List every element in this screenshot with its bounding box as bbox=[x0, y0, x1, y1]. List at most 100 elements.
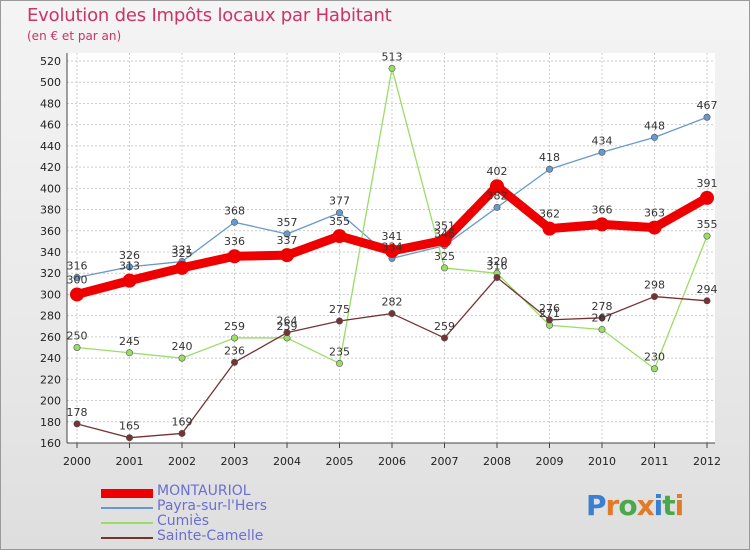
data-label-cumi-s: 235 bbox=[329, 345, 350, 358]
data-label-cumi-s: 320 bbox=[487, 255, 508, 268]
y-tick-label: 400 bbox=[40, 182, 61, 195]
data-label-cumi-s: 267 bbox=[592, 311, 613, 324]
data-point-montauriol bbox=[385, 243, 399, 258]
x-tick-label: 2011 bbox=[641, 455, 669, 468]
y-tick-label: 160 bbox=[40, 437, 61, 450]
y-tick-label: 200 bbox=[40, 395, 61, 408]
data-label-sainte-camelle: 275 bbox=[329, 303, 350, 316]
legend-swatch bbox=[101, 522, 153, 524]
y-tick-label: 220 bbox=[40, 373, 61, 386]
data-point-cumi-s bbox=[335, 359, 343, 367]
data-point-cumi-s bbox=[126, 349, 134, 357]
legend-swatch bbox=[101, 507, 153, 509]
legend-label: Cumiès bbox=[157, 513, 210, 529]
data-label-montauriol: 355 bbox=[329, 215, 350, 228]
data-label-montauriol: 351 bbox=[434, 219, 455, 232]
legend-swatch bbox=[101, 488, 153, 498]
logo-letter: t bbox=[662, 489, 675, 522]
y-tick-label: 440 bbox=[40, 140, 61, 153]
data-label-cumi-s: 513 bbox=[382, 50, 403, 63]
data-label-cumi-s: 230 bbox=[644, 351, 665, 364]
data-label-montauriol: 300 bbox=[67, 273, 88, 286]
legend-label: Sainte-Camelle bbox=[157, 528, 264, 544]
legend-item-cumi-s: Cumiès bbox=[101, 513, 361, 530]
y-tick-label: 460 bbox=[40, 119, 61, 132]
data-label-montauriol: 391 bbox=[697, 177, 718, 190]
x-tick-label: 2002 bbox=[168, 455, 196, 468]
data-point-sainte-camelle bbox=[493, 273, 501, 281]
data-point-cumi-s bbox=[178, 354, 186, 362]
x-tick-label: 2008 bbox=[483, 455, 511, 468]
data-label-montauriol: 341 bbox=[382, 230, 403, 243]
data-label-payra-sur-l-hers: 434 bbox=[592, 134, 613, 147]
data-label-cumi-s: 240 bbox=[172, 340, 193, 353]
data-label-montauriol: 402 bbox=[487, 165, 508, 178]
x-tick-label: 2007 bbox=[431, 455, 459, 468]
data-point-payra-sur-l-hers bbox=[73, 273, 81, 281]
data-point-payra-sur-l-hers bbox=[650, 133, 658, 141]
data-point-payra-sur-l-hers bbox=[231, 218, 239, 226]
data-point-sainte-camelle bbox=[388, 310, 396, 318]
legend-item-sainte-camelle: Sainte-Camelle bbox=[101, 528, 361, 545]
chart-title: Evolution des Impôts locaux par Habitant bbox=[27, 5, 392, 26]
legend-item-payra-sur-l-hers: Payra-sur-l'Hers bbox=[101, 498, 361, 515]
data-point-sainte-camelle bbox=[231, 358, 239, 366]
data-label-cumi-s: 325 bbox=[434, 250, 455, 263]
logo-letter: P bbox=[586, 489, 607, 522]
data-label-payra-sur-l-hers: 316 bbox=[67, 259, 88, 272]
y-tick-label: 420 bbox=[40, 161, 61, 174]
y-tick-label: 480 bbox=[40, 97, 61, 110]
data-label-sainte-camelle: 259 bbox=[434, 320, 455, 333]
data-label-montauriol: 366 bbox=[592, 203, 613, 216]
data-label-montauriol: 363 bbox=[644, 207, 665, 220]
x-tick-label: 2003 bbox=[221, 455, 249, 468]
data-label-payra-sur-l-hers: 368 bbox=[224, 204, 245, 217]
data-label-montauriol: 313 bbox=[119, 260, 140, 273]
proxiti-logo: Proxiti bbox=[586, 489, 684, 522]
data-point-cumi-s bbox=[73, 343, 81, 351]
data-point-payra-sur-l-hers bbox=[126, 263, 134, 271]
data-point-cumi-s bbox=[598, 325, 606, 333]
data-label-cumi-s: 259 bbox=[224, 320, 245, 333]
data-point-montauriol bbox=[280, 248, 294, 263]
data-label-payra-sur-l-hers: 418 bbox=[539, 151, 560, 164]
data-label-sainte-camelle: 278 bbox=[592, 300, 613, 313]
data-point-sainte-camelle bbox=[650, 293, 658, 301]
data-point-montauriol bbox=[700, 190, 714, 205]
data-point-cumi-s bbox=[388, 64, 396, 72]
data-label-cumi-s: 259 bbox=[277, 320, 298, 333]
data-label-sainte-camelle: 294 bbox=[697, 283, 718, 296]
data-point-payra-sur-l-hers bbox=[335, 209, 343, 217]
data-point-payra-sur-l-hers bbox=[545, 165, 553, 173]
y-tick-label: 300 bbox=[40, 288, 61, 301]
data-label-cumi-s: 271 bbox=[539, 307, 560, 320]
data-label-cumi-s: 245 bbox=[119, 335, 140, 348]
x-tick-label: 2009 bbox=[536, 455, 564, 468]
logo-letter: o bbox=[618, 489, 637, 522]
data-point-cumi-s bbox=[231, 334, 239, 342]
data-label-sainte-camelle: 298 bbox=[644, 279, 665, 292]
data-label-payra-sur-l-hers: 382 bbox=[487, 189, 508, 202]
data-label-montauriol: 337 bbox=[277, 234, 298, 247]
y-tick-label: 280 bbox=[40, 310, 61, 323]
legend: MONTAURIOL Payra-sur-l'Hers Cumiès Sainte-C… bbox=[101, 483, 361, 545]
data-point-cumi-s bbox=[440, 264, 448, 272]
data-point-montauriol bbox=[490, 179, 504, 194]
legend-item-montauriol: MONTAURIOL bbox=[101, 483, 361, 500]
y-tick-label: 180 bbox=[40, 416, 61, 429]
legend-label: MONTAURIOL bbox=[157, 483, 251, 499]
data-label-payra-sur-l-hers: 357 bbox=[277, 216, 298, 229]
data-label-payra-sur-l-hers: 467 bbox=[697, 99, 718, 112]
data-label-payra-sur-l-hers: 331 bbox=[172, 244, 193, 257]
data-label-montauriol: 325 bbox=[172, 247, 193, 260]
x-tick-label: 2012 bbox=[693, 455, 721, 468]
data-point-payra-sur-l-hers bbox=[283, 230, 291, 238]
data-label-cumi-s: 355 bbox=[697, 218, 718, 231]
x-tick-label: 2010 bbox=[588, 455, 616, 468]
data-point-sainte-camelle bbox=[703, 297, 711, 305]
data-label-montauriol: 336 bbox=[224, 235, 245, 248]
data-point-sainte-camelle bbox=[283, 329, 291, 337]
data-point-montauriol bbox=[122, 273, 137, 288]
data-label-payra-sur-l-hers: 346 bbox=[434, 228, 455, 241]
data-point-montauriol bbox=[647, 220, 662, 235]
